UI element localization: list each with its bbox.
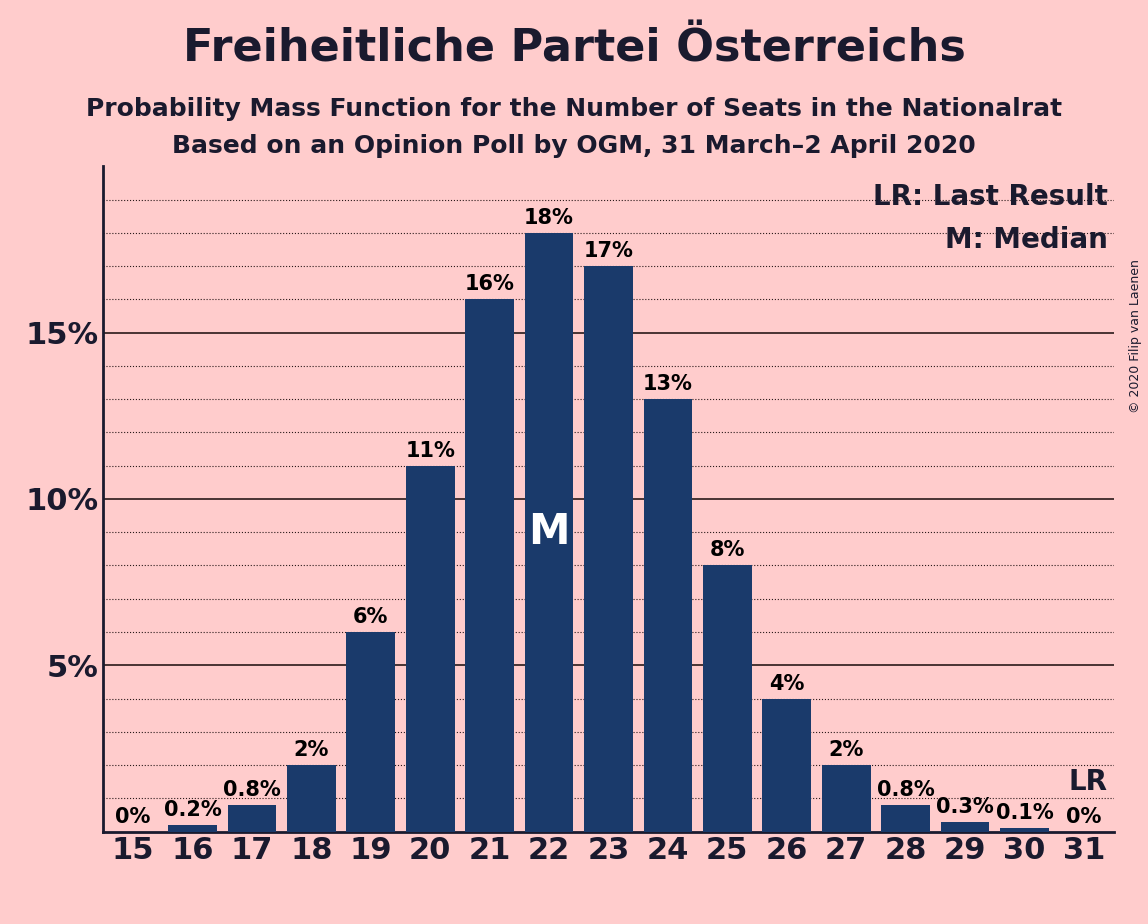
- Text: 0.3%: 0.3%: [936, 796, 994, 817]
- Text: M: Median: M: Median: [945, 226, 1108, 254]
- Text: 18%: 18%: [525, 208, 574, 228]
- Text: 2%: 2%: [294, 740, 329, 760]
- Text: 16%: 16%: [465, 274, 514, 295]
- Text: 2%: 2%: [829, 740, 863, 760]
- Text: 8%: 8%: [709, 541, 745, 561]
- Bar: [465, 299, 514, 832]
- Text: Probability Mass Function for the Number of Seats in the Nationalrat: Probability Mass Function for the Number…: [86, 97, 1062, 121]
- Text: LR: LR: [1069, 768, 1108, 796]
- Text: 0.1%: 0.1%: [995, 803, 1054, 823]
- Text: M: M: [528, 511, 569, 553]
- Bar: [584, 266, 633, 832]
- Text: Freiheitliche Partei Österreichs: Freiheitliche Partei Österreichs: [183, 28, 965, 71]
- Bar: [762, 699, 812, 832]
- Bar: [405, 466, 455, 832]
- Text: 13%: 13%: [643, 374, 692, 395]
- Bar: [882, 805, 930, 832]
- Text: 0.8%: 0.8%: [223, 780, 281, 800]
- Bar: [703, 565, 752, 832]
- Bar: [168, 825, 217, 832]
- Bar: [644, 399, 692, 832]
- Bar: [227, 805, 277, 832]
- Text: © 2020 Filip van Laenen: © 2020 Filip van Laenen: [1130, 259, 1142, 413]
- Text: 0%: 0%: [1066, 807, 1102, 827]
- Bar: [525, 233, 573, 832]
- Text: 6%: 6%: [354, 607, 388, 627]
- Bar: [1000, 828, 1049, 832]
- Text: 4%: 4%: [769, 674, 805, 694]
- Bar: [822, 765, 870, 832]
- Text: 0.2%: 0.2%: [163, 800, 222, 820]
- Text: Based on an Opinion Poll by OGM, 31 March–2 April 2020: Based on an Opinion Poll by OGM, 31 Marc…: [172, 134, 976, 158]
- Text: 0%: 0%: [115, 807, 150, 827]
- Bar: [347, 632, 395, 832]
- Text: 11%: 11%: [405, 441, 455, 461]
- Text: 0.8%: 0.8%: [877, 780, 934, 800]
- Text: 17%: 17%: [583, 241, 634, 261]
- Bar: [287, 765, 335, 832]
- Text: LR: Last Result: LR: Last Result: [872, 183, 1108, 211]
- Bar: [940, 821, 990, 832]
